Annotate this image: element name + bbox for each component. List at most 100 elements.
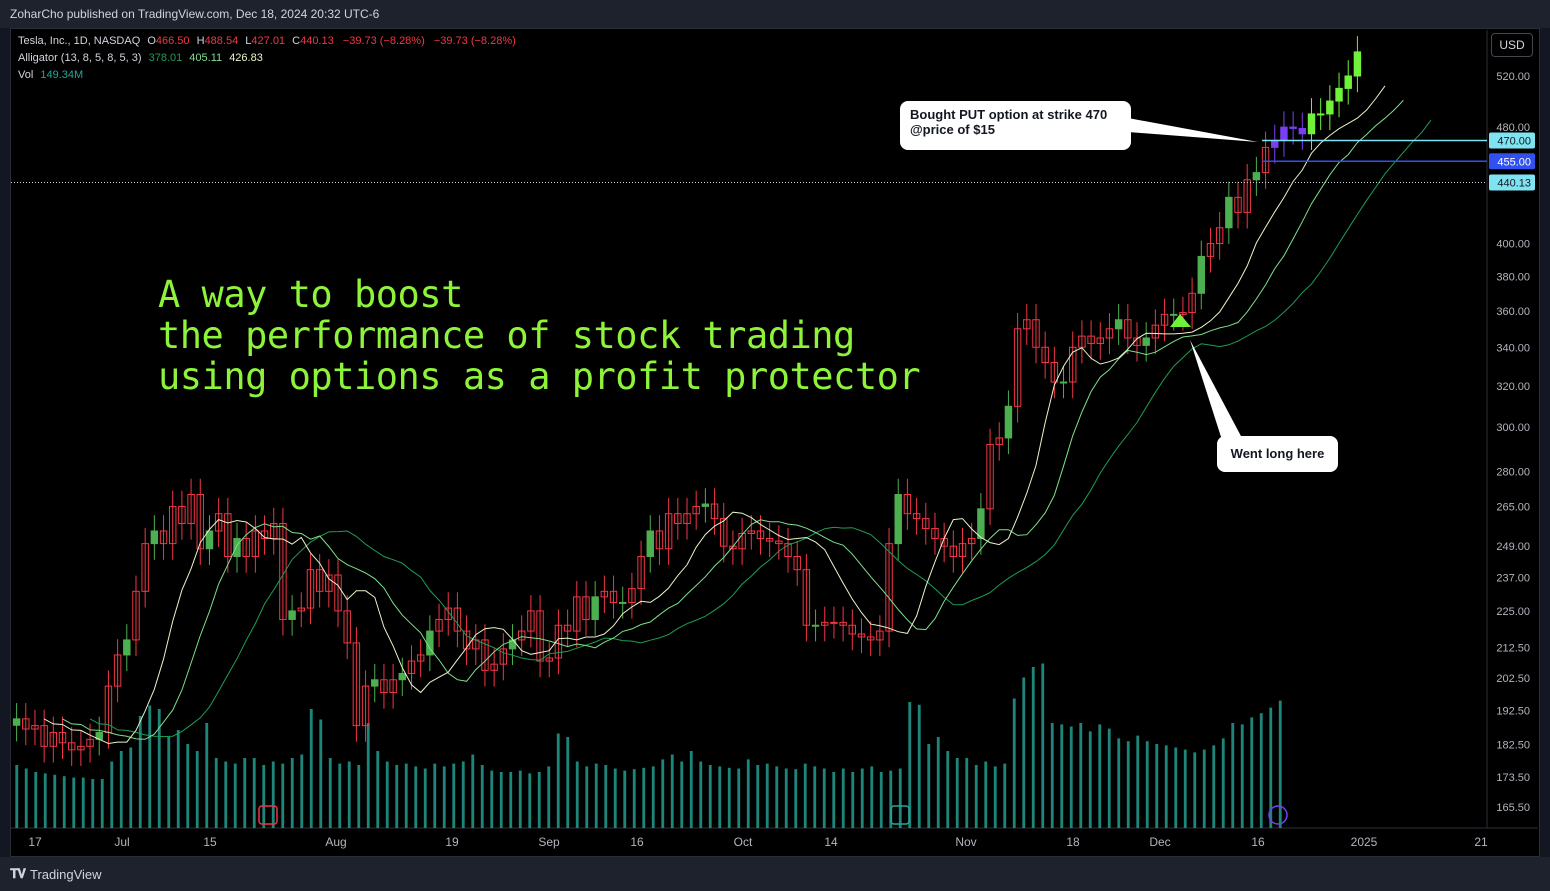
volume-bar xyxy=(509,772,513,828)
legend-alligator-lips: 426.83 xyxy=(229,52,263,64)
y-tick-label: 520.00 xyxy=(1496,71,1530,83)
volume-bar xyxy=(813,766,817,828)
volume-bar xyxy=(594,763,598,828)
volume-bar xyxy=(898,768,902,828)
tradingview-logo[interactable]: 𝐓𝐕 TradingView xyxy=(10,866,102,882)
earnings-icon xyxy=(258,805,278,825)
candle-body xyxy=(499,648,508,665)
volume-bar xyxy=(984,761,988,828)
volume-bar xyxy=(794,769,798,828)
candle-body xyxy=(1271,140,1279,148)
candle-body xyxy=(600,590,609,598)
legend-alligator-label: Alligator (13, 8, 5, 8, 5, 3) xyxy=(18,52,142,64)
volume-bar xyxy=(547,766,551,828)
candle-body xyxy=(591,596,599,620)
candle-body xyxy=(416,654,425,662)
candle-body xyxy=(958,543,967,558)
legend-low-label: L xyxy=(245,35,252,47)
x-tick-label: Oct xyxy=(734,835,753,849)
volume-bar xyxy=(167,737,171,828)
published-text: ZoharCho published on TradingView.com, D… xyxy=(10,7,380,21)
volume-bar xyxy=(1079,723,1083,828)
volume-bar xyxy=(395,765,399,828)
candle-body xyxy=(1096,337,1104,345)
candle-body xyxy=(1013,328,1022,407)
volume-bar xyxy=(889,770,893,828)
tradingview-brand: TradingView xyxy=(30,866,102,882)
y-tick-label: 202.50 xyxy=(1496,673,1530,685)
candle-body xyxy=(361,685,370,727)
volume-bar xyxy=(186,744,190,828)
price-label-bg xyxy=(1489,174,1535,191)
volume-bar xyxy=(72,777,76,828)
candle-body xyxy=(977,508,985,540)
x-tick-label: Nov xyxy=(955,835,976,849)
headline-line-2: the performance of stock trading xyxy=(158,314,855,357)
legend-symbol: Tesla, Inc., 1D, NASDAQ xyxy=(18,35,141,47)
y-tick-label: 165.50 xyxy=(1496,802,1530,814)
volume-bar xyxy=(290,758,294,828)
volume-bar xyxy=(1117,738,1121,828)
candle-body xyxy=(664,513,673,550)
candle-body xyxy=(31,725,39,730)
candle-body xyxy=(1280,126,1288,142)
candle-body xyxy=(233,538,241,558)
candle-body xyxy=(793,556,801,571)
candle-body xyxy=(784,543,792,558)
candle-body xyxy=(912,513,921,520)
volume-bar xyxy=(1060,724,1064,828)
candle-body xyxy=(279,523,287,620)
candle-body xyxy=(22,718,30,730)
candle-body xyxy=(1316,113,1325,116)
volume-bar xyxy=(1212,745,1216,828)
volume-bar xyxy=(908,702,912,828)
y-tick-label: 249.00 xyxy=(1496,541,1530,553)
candle-body xyxy=(1105,328,1114,339)
candle-body xyxy=(637,556,645,590)
candle-body xyxy=(1023,319,1031,330)
candle-body xyxy=(1261,146,1270,174)
currency-button[interactable]: USD xyxy=(1491,33,1533,57)
candle-body xyxy=(674,513,682,525)
volume-bar xyxy=(822,768,826,828)
candle-body xyxy=(1206,243,1215,257)
volume-bar xyxy=(271,761,275,828)
candle-body xyxy=(876,630,884,641)
volume-bar xyxy=(404,763,408,828)
candle-body xyxy=(1289,126,1297,129)
candle-body xyxy=(775,540,783,545)
candle-body xyxy=(839,621,847,626)
candle-body xyxy=(720,518,728,547)
volume-bar xyxy=(15,765,19,828)
volume-bar xyxy=(699,761,703,828)
put-callout-line-1: Bought PUT option at strike 470 xyxy=(910,107,1108,122)
candle-body xyxy=(563,624,572,632)
volume-bar xyxy=(803,763,807,828)
candle-body xyxy=(738,532,746,550)
volume-bar xyxy=(566,737,570,828)
candle-body xyxy=(1197,255,1205,294)
candle-body xyxy=(58,731,67,744)
volume-bar xyxy=(946,751,950,828)
candle-body xyxy=(1344,75,1352,89)
volume-bar xyxy=(661,759,665,828)
volume-bar xyxy=(1250,717,1254,828)
volume-bar xyxy=(708,765,712,828)
volume-bar xyxy=(91,779,95,828)
volume-bar xyxy=(148,705,152,828)
candle-body xyxy=(380,679,388,694)
publish-bar: ZoharCho published on TradingView.com, D… xyxy=(0,0,1550,28)
volume-bar xyxy=(110,761,114,828)
candle-body xyxy=(866,636,875,641)
x-tick-label: 21 xyxy=(1474,835,1488,849)
candle-body xyxy=(49,731,58,747)
footer-bar xyxy=(0,857,1550,891)
volume-bar xyxy=(43,773,47,828)
volume-bar xyxy=(642,767,646,828)
volume-bar xyxy=(319,719,323,828)
headline-line-3: using options as a profit protector xyxy=(158,355,921,398)
volume-bar xyxy=(727,767,731,828)
candle-body xyxy=(1307,113,1316,135)
volume-bar xyxy=(575,761,579,828)
